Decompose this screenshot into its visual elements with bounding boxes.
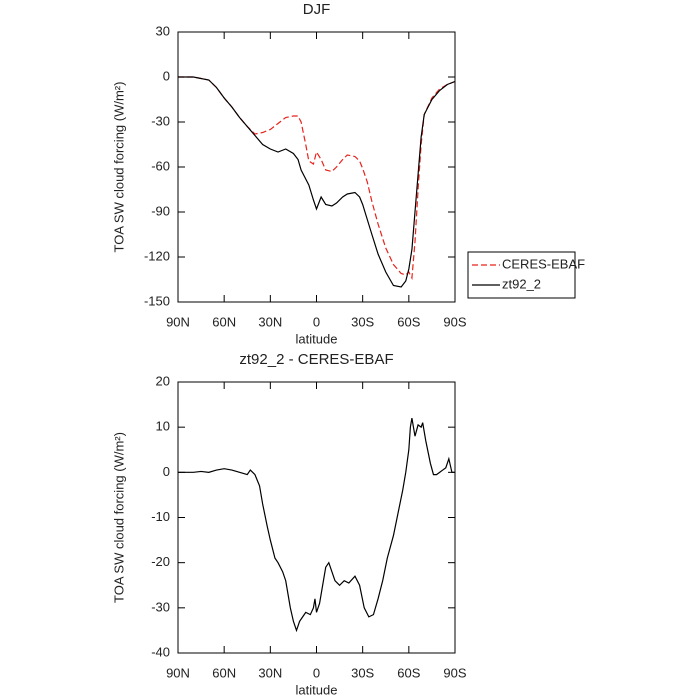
x-tick-label: 30N <box>258 665 282 680</box>
y-tick-label: -20 <box>151 554 170 569</box>
y-tick-label: -40 <box>151 644 170 659</box>
y-axis-label: TOA SW cloud forcing (W/m²) <box>111 82 126 253</box>
y-tick-label: 0 <box>163 68 170 83</box>
x-tick-label: 60N <box>212 314 236 329</box>
x-tick-label: 90S <box>443 665 466 680</box>
x-tick-label: 90S <box>443 314 466 329</box>
plot-frame <box>177 31 456 303</box>
y-tick-label: 30 <box>156 23 170 38</box>
x-tick-label: 30S <box>351 314 374 329</box>
y-tick-label: -120 <box>144 248 170 263</box>
plot-frame <box>177 381 456 654</box>
x-tick-label: 60S <box>397 314 420 329</box>
y-axis-label: TOA SW cloud forcing (W/m²) <box>111 432 126 603</box>
data-line <box>178 418 455 633</box>
x-tick-label: 60N <box>212 665 236 680</box>
y-tick-label: -10 <box>151 509 170 524</box>
y-tick-label: 20 <box>156 373 170 388</box>
legend-box <box>467 251 576 299</box>
x-tick-label: 90N <box>166 314 190 329</box>
x-tick-label: 0 <box>313 314 320 329</box>
x-tick-label: 30N <box>258 314 282 329</box>
x-axis-label: latitude <box>296 682 338 697</box>
y-tick-label: 0 <box>163 464 170 479</box>
chart-title: DJF <box>303 1 331 18</box>
x-tick-label: 0 <box>313 665 320 680</box>
y-tick-label: -90 <box>151 203 170 218</box>
x-tick-label: 60S <box>397 665 420 680</box>
data-line <box>178 76 456 288</box>
x-tick-label: 30S <box>351 665 374 680</box>
x-axis-label: latitude <box>296 331 338 346</box>
y-tick-label: -30 <box>151 113 170 128</box>
y-tick-label: 10 <box>156 419 170 434</box>
x-tick-label: 90N <box>166 665 190 680</box>
y-tick-label: -60 <box>151 158 170 173</box>
y-tick-label: -150 <box>144 293 170 308</box>
chart-title: zt92_2 - CERES-EBAF <box>239 351 393 368</box>
legend-label: zt92_2 <box>502 276 541 291</box>
y-tick-label: -30 <box>151 599 170 614</box>
legend-label: CERES-EBAF <box>502 256 585 271</box>
data-line <box>178 76 456 281</box>
